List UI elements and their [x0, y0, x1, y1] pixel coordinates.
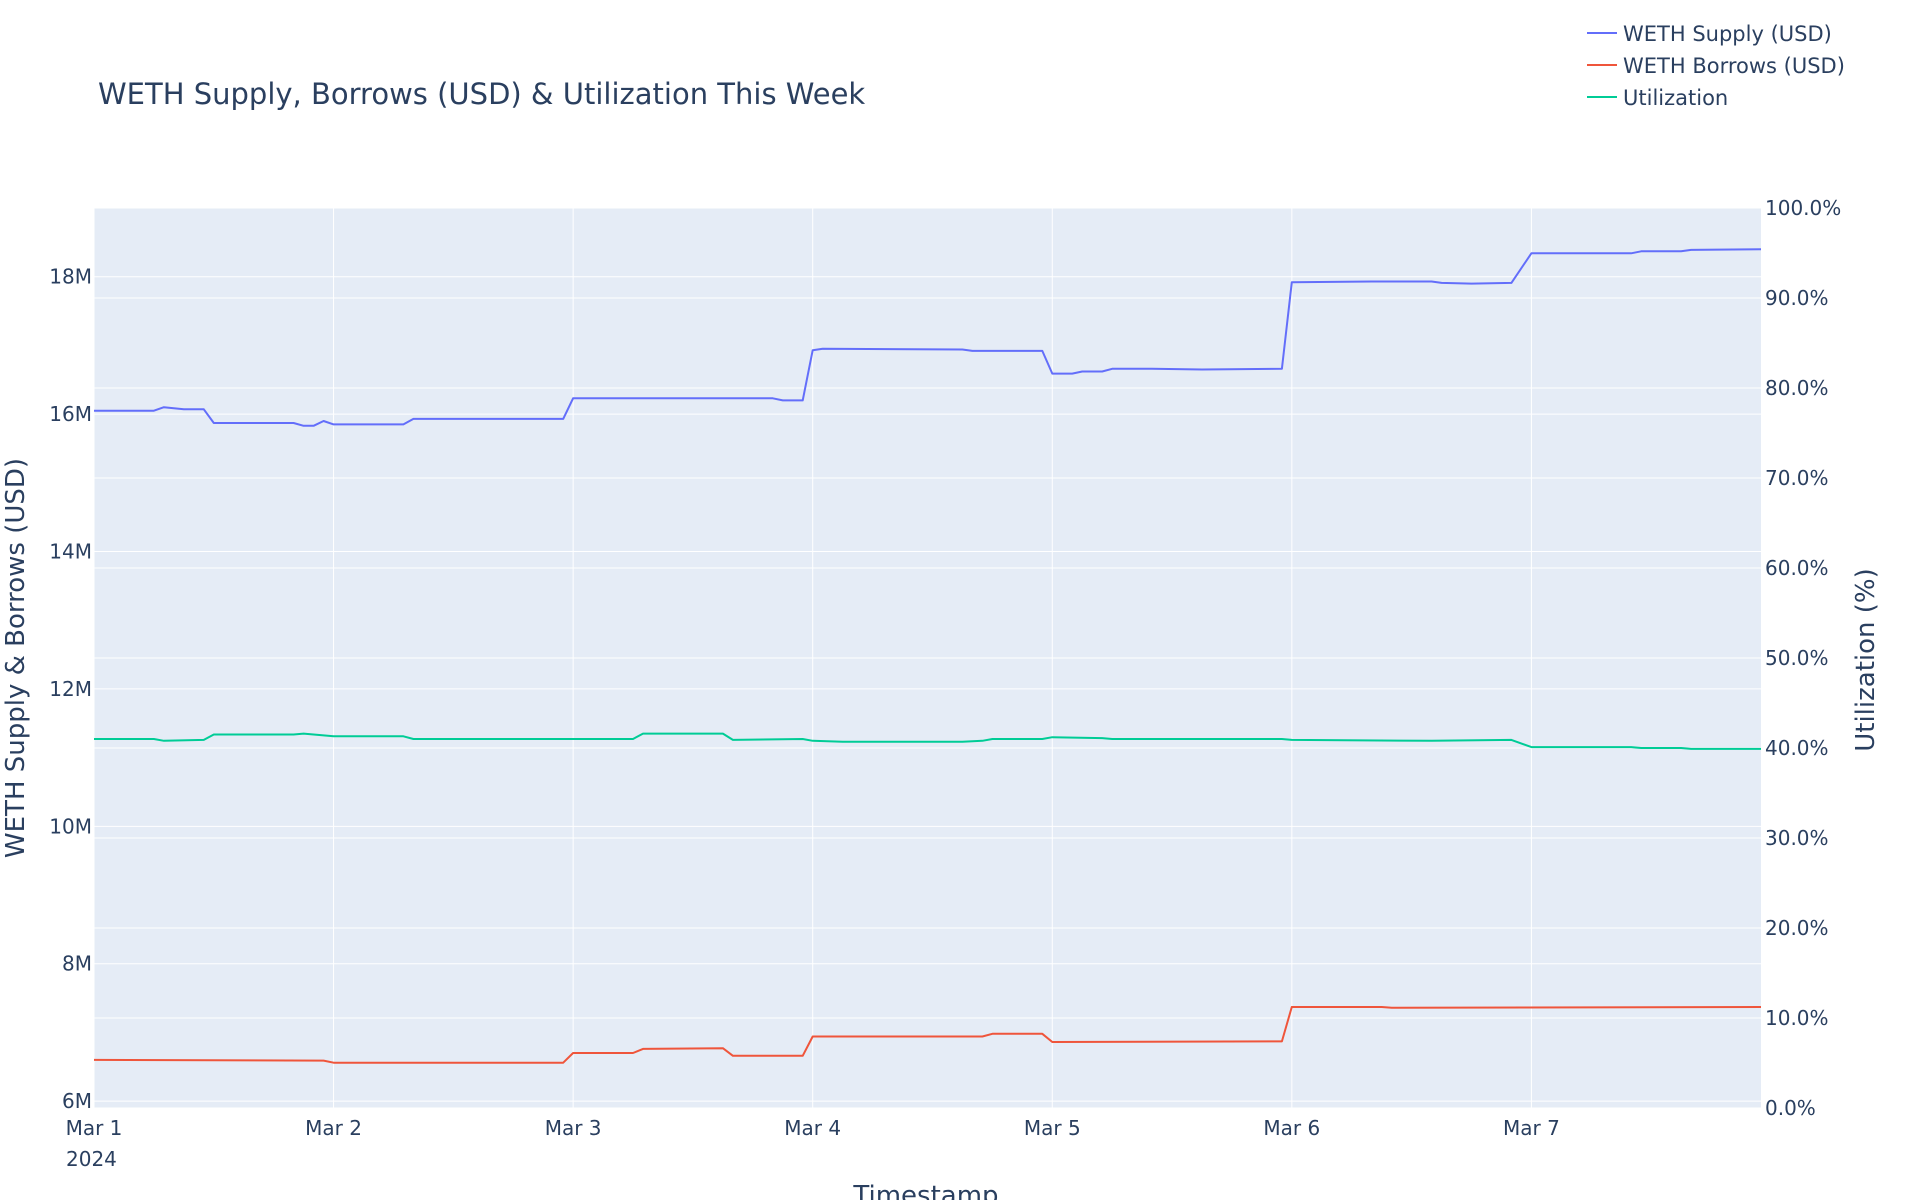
x-tick-label: Mar 7 — [1503, 1116, 1560, 1140]
series-line-weth-borrows-usd — [93, 1006, 1762, 1064]
x-axis-ticks: Mar 1 Mar 2 Mar 3 Mar 4 Mar 5 Mar 6 Mar 7 — [66, 1116, 1560, 1140]
x-tick-label: Mar 4 — [784, 1116, 841, 1140]
y2-tick-label: 30.0% — [1765, 826, 1829, 850]
x-axis-year-label: 2024 — [66, 1147, 117, 1171]
y-tick-label: 12M — [49, 677, 92, 701]
legend-item-label: WETH Supply (USD) — [1623, 22, 1832, 46]
y2-tick-label: 0.0% — [1765, 1096, 1816, 1120]
y-tick-label: 14M — [49, 540, 92, 564]
x-tick-label: Mar 5 — [1024, 1116, 1081, 1140]
series-line-weth-supply-usd — [94, 248, 1762, 427]
y2-tick-label: 40.0% — [1765, 736, 1829, 760]
legend-item-label: Utilization — [1623, 86, 1728, 110]
series-line-utilization — [94, 732, 1761, 750]
x-tick-label: Mar 3 — [545, 1116, 602, 1140]
legend-item-label: WETH Borrows (USD) — [1623, 54, 1845, 78]
y-tick-label: 8M — [62, 952, 92, 976]
y2-tick-label: 60.0% — [1765, 556, 1829, 580]
legend: WETH Supply (USD) WETH Borrows (USD) Utili… — [1587, 22, 1845, 110]
x-axis-title: Timestamp — [852, 1181, 998, 1200]
y-tick-label: 18M — [49, 265, 92, 289]
y2-tick-label: 80.0% — [1765, 376, 1829, 400]
y-tick-label: 16M — [49, 402, 92, 426]
y-tick-label: 6M — [62, 1089, 92, 1113]
x-tick-label: Mar 1 — [66, 1116, 123, 1140]
y2-tick-label: 20.0% — [1765, 916, 1829, 940]
chart-title: WETH Supply, Borrows (USD) & Utilization… — [98, 77, 865, 111]
y2-tick-label: 70.0% — [1765, 466, 1829, 490]
x-tick-label: Mar 2 — [305, 1116, 362, 1140]
series-layer — [93, 248, 1762, 1064]
y2-tick-label: 90.0% — [1765, 286, 1829, 310]
y2-tick-label: 10.0% — [1765, 1006, 1829, 1030]
y-tick-label: 10M — [49, 814, 92, 838]
y2-tick-label: 100.0% — [1765, 196, 1841, 220]
grid-lines — [93, 207, 1761, 1109]
y2-axis-title: Utilization (%) — [1851, 568, 1881, 752]
y-axis-ticks: 6M 8M 10M 12M 14M 16M 18M — [49, 265, 92, 1113]
x-tick-label: Mar 6 — [1263, 1116, 1320, 1140]
y2-axis-ticks: 0.0% 10.0% 20.0% 30.0% 40.0% 50.0% 60.0% 70.0% 8… — [1765, 196, 1841, 1120]
y-axis-title: WETH Supply & Borrows (USD) — [1, 458, 31, 858]
y2-tick-label: 50.0% — [1765, 646, 1829, 670]
